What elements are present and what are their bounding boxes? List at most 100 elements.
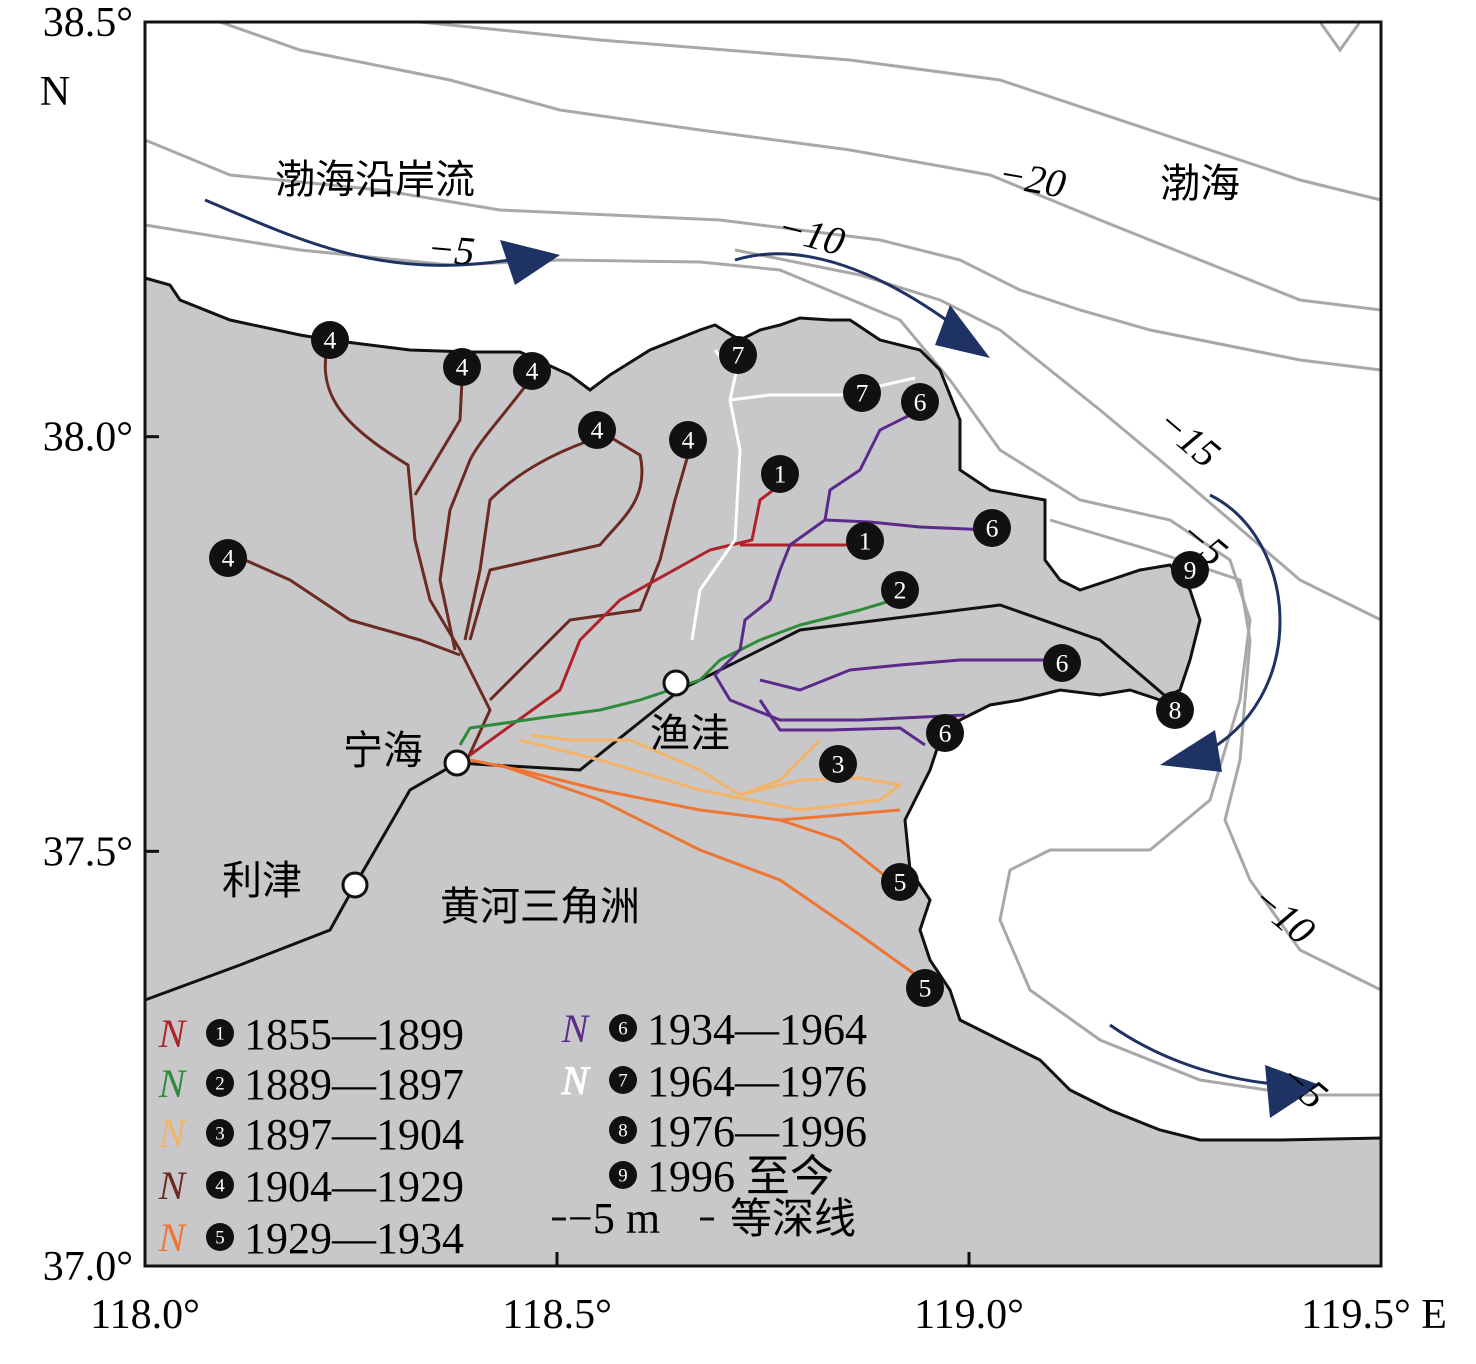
marker-circle [973,509,1011,547]
legend-symbol: N [158,1061,188,1106]
marker-circle [819,745,857,783]
label: 渤海沿岸流 [275,157,475,202]
legend-symbol: N [561,1058,591,1103]
marker-circle [311,321,349,359]
marker-circle [906,969,944,1007]
marker-number: 4 [456,353,469,382]
town [443,749,471,777]
y-tick-label: 38.5° [43,0,133,46]
marker-number: 1 [215,1023,224,1044]
legend-symbol: N [158,1163,188,1208]
legend: N 1 1855—1899 N 2 1889—1897 N 3 1897—1904 N 4 1904—… [158,1005,867,1263]
marker-circle [206,1223,234,1251]
contour-label: −5 [426,225,477,274]
marker-circle [206,1069,234,1097]
legend-period: 1904—1929 [244,1162,464,1211]
label: 渤海 [1160,161,1240,206]
x-tick-label: 118.5° [502,1292,612,1338]
land [143,276,1383,1268]
frame [143,20,1383,1268]
legend-contour-text: 等深线 [730,1197,856,1243]
legend-contour-sample: −5 m [568,1194,660,1243]
marker-number: 4 [682,426,695,455]
marker-circle [761,455,799,493]
legend-period: 1897—1904 [244,1110,464,1159]
marker-number: 9 [618,1165,627,1186]
label: 宁海 [343,728,423,773]
legend-symbol: N [158,1215,188,1260]
x-tick-label: 118.0° [90,1292,200,1338]
marker-number: 4 [591,416,604,445]
current-arrows [204,198,1320,1118]
marker-number: 7 [856,379,869,408]
marker-number: 3 [215,1123,224,1144]
legend-period: 1976—1996 [647,1107,867,1156]
marker-number: 4 [526,357,539,386]
marker-circle [843,374,881,412]
river [713,408,1050,747]
legend-period: 1934—1964 [647,1005,867,1054]
marker-circle [443,348,481,386]
marker-circle [206,1119,234,1147]
marker-number: 5 [215,1227,224,1248]
marker-number: 4 [324,326,337,355]
marker-circle [719,336,757,374]
marker-number: 8 [1169,696,1182,725]
marker-circle [926,714,964,752]
town [341,871,369,899]
river [469,758,921,980]
marker-number: 3 [832,750,845,779]
legend-period: 1929—1934 [244,1214,464,1263]
rivers [244,349,1050,980]
river [458,596,901,746]
marker-number: 5 [919,974,932,1003]
marker-circle [881,571,919,609]
label: 利津 [222,858,302,903]
marker-number: 1 [774,460,787,489]
delta-boundary [144,603,1171,1002]
legend-symbol: N [561,1006,591,1051]
y-tick-label: 37.0° [43,1244,133,1290]
marker-number: 1 [859,527,872,556]
legend-period: 1996 至今 [647,1152,834,1201]
y-tick-label: 38.0° [43,415,133,461]
towns [341,669,690,899]
marker-circle [578,411,616,449]
contours [144,20,1382,1097]
label: 黄河三角洲 [440,884,640,929]
marker-circle [846,522,884,560]
marker-number: 6 [939,719,952,748]
marker-circle [206,1019,234,1047]
x-tick-label: 119.0° [914,1292,1024,1338]
marker-circle [513,352,551,390]
town [662,669,690,697]
marker-circle [609,1116,637,1144]
axes: 118.0° 118.5° 119.0° 119.5° E 37.0° 37.5° 38.0… [43,0,1447,1338]
marker-circle [609,1161,637,1189]
marker-circle [209,539,247,577]
marker-number: 6 [986,514,999,543]
marker-circle [669,421,707,459]
river [469,483,860,757]
marker-number: 2 [215,1073,224,1094]
marker-circle [1043,644,1081,682]
marker-circle [901,383,939,421]
marker-number: 6 [914,388,927,417]
legend-symbol: N [158,1111,188,1156]
marker-number: 8 [618,1120,627,1141]
y-tick-label: 37.5° [43,829,133,875]
marker-number: 7 [618,1070,627,1091]
marker-number: 6 [618,1018,627,1039]
x-tick-label: 119.5° E [1301,1292,1447,1338]
legend-symbol: N [158,1011,188,1056]
marker-circle [1171,551,1209,589]
legend-period: 1855—1899 [244,1010,464,1059]
marker-number: 5 [894,868,907,897]
marker-circle [609,1014,637,1042]
marker-circle [206,1171,234,1199]
marker-number: 4 [215,1175,225,1196]
marker-circle [1156,691,1194,729]
marker-number: 7 [732,341,745,370]
